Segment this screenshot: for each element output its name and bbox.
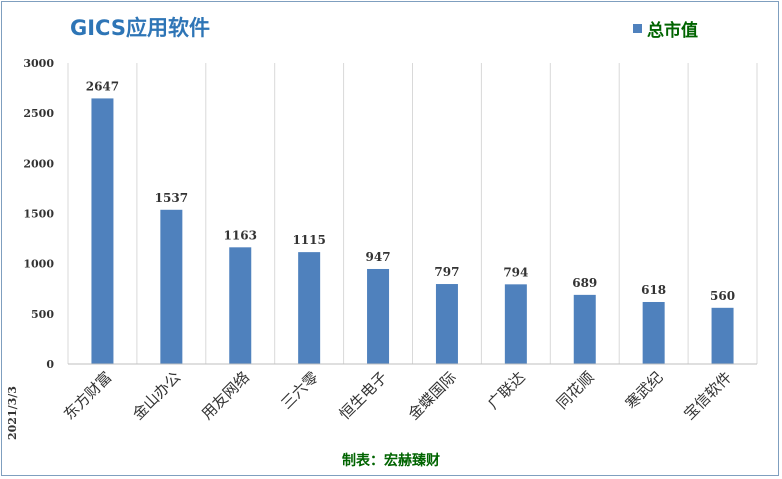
bar (367, 268, 390, 364)
grid-lines (67, 63, 758, 364)
bar (298, 252, 321, 364)
legend-swatch (633, 24, 642, 33)
data-label: 947 (366, 250, 391, 264)
y-tick-label: 2000 (23, 157, 54, 170)
data-label: 1537 (155, 191, 188, 205)
y-axis-ticks: 0 500 1000 1500 2000 2500 3000 (23, 57, 54, 371)
x-tick-label: 广联达 (484, 368, 529, 413)
y-tick-label: 1500 (23, 208, 54, 221)
x-tick-label: 用友网络 (198, 368, 253, 423)
y-tick-label: 0 (46, 358, 54, 371)
data-label: 794 (503, 265, 528, 279)
data-label: 2647 (86, 79, 119, 93)
data-label: 797 (434, 265, 459, 279)
x-tick-label: 同花顺 (553, 368, 598, 413)
x-tick-label: 宝信软件 (680, 368, 735, 423)
x-tick-label: 寒武纪 (622, 368, 667, 413)
bar (573, 294, 596, 364)
y-tick-label: 2500 (23, 107, 54, 120)
legend: 总市值 (633, 16, 698, 41)
data-labels: 2647 1537 1163 1115 947 797 794 689 618 560 (86, 79, 735, 302)
bar (435, 284, 458, 364)
bar (229, 247, 252, 364)
data-label: 560 (710, 289, 735, 303)
bar (642, 301, 665, 364)
x-tick-label: 金山办公 (129, 368, 184, 423)
data-label: 1115 (292, 233, 325, 247)
bar (504, 284, 527, 364)
bar (711, 307, 734, 364)
bars (91, 98, 734, 364)
y-tick-label: 3000 (23, 57, 54, 70)
y-tick-label: 500 (31, 308, 54, 321)
chart-title: GICS应用软件 (70, 16, 210, 40)
legend-label: 总市值 (647, 21, 698, 41)
x-axis-labels: 东方财富 金山办公 用友网络 三六零 恒生电子 金蝶国际 广联达 同花顺 寒武纪 宝信软件 (60, 368, 735, 423)
x-tick-label: 东方财富 (60, 368, 115, 423)
bar (160, 209, 183, 364)
data-label: 618 (641, 283, 666, 297)
x-tick-label: 金蝶国际 (405, 368, 460, 423)
data-label: 689 (572, 276, 597, 290)
source-label: 制表：宏赫臻财 (342, 453, 440, 469)
date-label: 2021/3/3 (6, 386, 19, 440)
data-label: 1163 (224, 228, 257, 242)
x-tick-label: 三六零 (277, 368, 322, 413)
x-tick-label: 恒生电子 (336, 368, 391, 423)
bar (91, 98, 114, 364)
y-tick-label: 1000 (23, 258, 54, 271)
